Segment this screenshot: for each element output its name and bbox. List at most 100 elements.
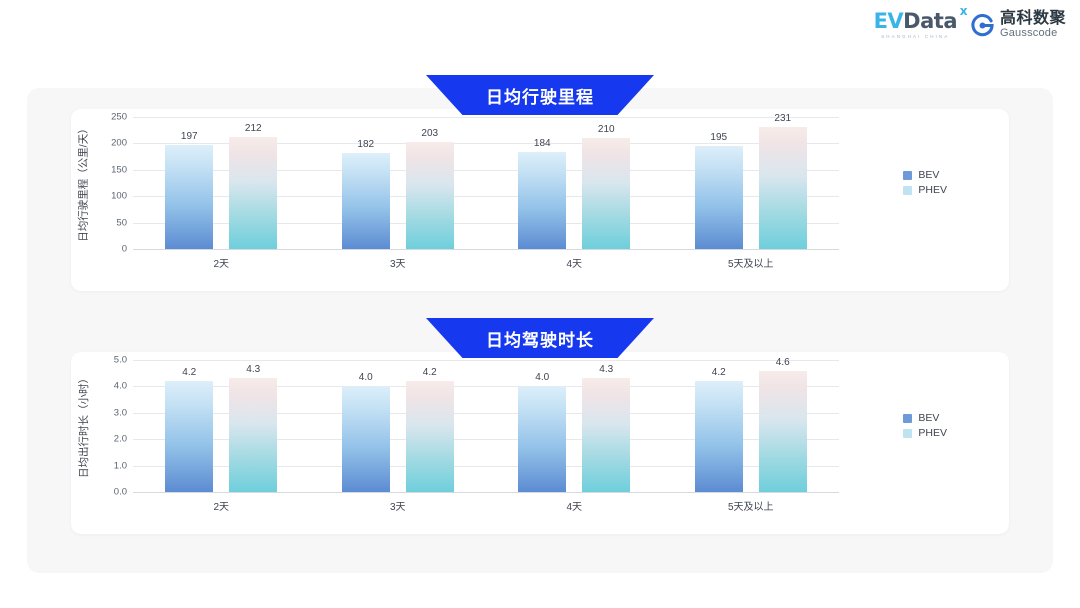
bar-value-label: 184 — [533, 137, 551, 149]
gridline — [133, 360, 839, 361]
legend-item-phev[interactable]: PHEV — [903, 184, 947, 196]
y-axis-tick-label: 0.0 — [113, 486, 127, 498]
x-axis-tick-label: 4天 — [566, 502, 583, 513]
bar-group: 184 210 — [486, 117, 663, 249]
bar-bev[interactable]: 197 — [165, 117, 214, 249]
y-axis-ticks: 0.0 1.0 2.0 3.0 4.0 5.0 — [93, 355, 131, 498]
bar-rect — [518, 386, 567, 492]
bar-rect — [518, 151, 567, 249]
bar-value-label: 203 — [421, 127, 439, 139]
chart-title-banner: 日均行驶里程 — [426, 75, 654, 115]
bar-group: 4.2 4.6 — [663, 357, 840, 492]
y-axis-tick-label: 250 — [111, 111, 127, 123]
bar-rect — [758, 127, 807, 249]
y-axis-label: 日均行驶里程（公里/天） — [75, 109, 91, 255]
chart-title-banner: 日均驾驶时长 — [426, 318, 654, 358]
legend-label: PHEV — [918, 184, 947, 196]
bar-bev[interactable]: 4.0 — [518, 360, 567, 492]
bar-value-label: 4.0 — [358, 372, 373, 384]
legend-item-bev[interactable]: BEV — [903, 169, 947, 181]
bar-bev[interactable]: 4.2 — [694, 360, 743, 492]
legend-swatch-icon — [903, 185, 913, 195]
bar-groups: 197 212 182 203 184 210 195 231 — [133, 113, 840, 249]
y-axis-label-text: 日均行驶里程（公里/天） — [77, 122, 90, 242]
bar-group: 4.0 4.3 — [486, 360, 663, 492]
bar-rect — [582, 378, 631, 492]
bar-phev[interactable]: 231 — [758, 113, 807, 249]
bar-chart-duration: 日均出行时长（小时） 0.0 1.0 2.0 3.0 4.0 5.0 4.2 4.3 4.0 4… — [71, 352, 1009, 534]
legend-item-bev[interactable]: BEV — [903, 412, 947, 424]
bar-phev[interactable]: 203 — [405, 117, 454, 249]
gridline — [133, 222, 839, 224]
bar-rect — [582, 138, 631, 249]
bar-phev[interactable]: 4.6 — [758, 357, 807, 492]
bar-value-label: 197 — [180, 130, 198, 142]
bar-value-label: 4.2 — [422, 367, 437, 379]
bar-rect — [405, 381, 454, 492]
bar-bev[interactable]: 195 — [694, 117, 743, 249]
x-axis-tick-label: 4天 — [566, 259, 583, 270]
bar-group: 4.0 4.2 — [310, 360, 487, 492]
y-axis-tick-label: 200 — [111, 137, 127, 149]
bar-value-label: 4.0 — [535, 372, 550, 384]
gridline — [133, 439, 839, 441]
bar-value-label: 4.3 — [246, 364, 261, 376]
bar-chart-mileage: 日均行驶里程（公里/天） 0 50 100 150 200 250 197 212 182 20… — [71, 109, 1009, 291]
y-axis-tick-label: 150 — [111, 164, 127, 176]
bar-phev[interactable]: 212 — [229, 117, 278, 249]
x-axis-tick-label: 5天及以上 — [727, 502, 774, 513]
bar-bev[interactable]: 184 — [518, 117, 567, 249]
gausscode-logo-text: 高科数聚 Gausscode — [999, 10, 1066, 39]
bar-phev[interactable]: 4.3 — [229, 360, 278, 492]
gausscode-mark-icon — [971, 13, 994, 36]
x-axis-tick-label: 3天 — [389, 502, 406, 513]
chart-title-banner-wrap: 日均行驶里程 — [27, 75, 1053, 115]
bar-value-label: 195 — [710, 132, 728, 144]
bar-phev[interactable]: 4.3 — [582, 360, 631, 492]
gridline — [133, 169, 839, 171]
gridline — [133, 249, 839, 250]
bar-rect — [229, 137, 278, 249]
y-axis-tick-label: 100 — [111, 190, 127, 202]
evdata-logo-suffix: Data — [903, 9, 957, 33]
gridline — [133, 465, 839, 467]
bar-rect — [165, 381, 214, 492]
y-axis-label: 日均出行时长（小时） — [75, 352, 91, 498]
bar-rect — [405, 141, 454, 249]
plot-area: 4.2 4.3 4.0 4.2 4.0 4.3 4.2 4.6 — [133, 357, 840, 493]
gridline — [133, 386, 839, 388]
gausscode-name-en: Gausscode — [999, 26, 1058, 39]
y-axis-label-text: 日均出行时长（小时） — [77, 372, 90, 478]
bar-rect — [165, 144, 214, 249]
bar-rect — [694, 146, 743, 249]
bar-phev[interactable]: 4.2 — [405, 360, 454, 492]
legend-label: BEV — [918, 169, 940, 181]
bar-group: 195 231 — [663, 113, 840, 249]
bar-rect — [341, 152, 390, 249]
bar-value-label: 4.3 — [599, 364, 614, 376]
evdata-logo-superscript: x — [959, 4, 968, 18]
bar-bev[interactable]: 4.2 — [165, 360, 214, 492]
evdata-logo-icon: EVData x — [873, 5, 968, 33]
y-axis-tick-label: 5.0 — [113, 354, 127, 366]
legend-swatch-icon — [903, 428, 913, 438]
bar-group: 197 212 — [133, 117, 310, 249]
bar-rect — [341, 386, 390, 492]
y-axis-tick-label: 1.0 — [113, 460, 127, 472]
bar-value-label: 231 — [774, 113, 792, 125]
bar-bev[interactable]: 4.0 — [341, 360, 390, 492]
evdata-logo-prefix: EV — [873, 9, 904, 33]
bar-group: 182 203 — [310, 117, 487, 249]
bar-rect — [758, 370, 807, 492]
x-axis-tick-label: 2天 — [213, 502, 230, 513]
page-header: EVData x SHANGHAI CHINA 高科数聚 Gausscode — [0, 0, 1080, 58]
bar-bev[interactable]: 182 — [341, 117, 390, 249]
legend-item-phev[interactable]: PHEV — [903, 427, 947, 439]
chart-card-duration: 日均出行时长（小时） 0.0 1.0 2.0 3.0 4.0 5.0 4.2 4.3 4.0 4… — [71, 352, 1009, 534]
y-axis-tick-label: 2.0 — [113, 433, 127, 445]
bar-value-label: 182 — [357, 138, 375, 150]
bar-phev[interactable]: 210 — [582, 117, 631, 249]
plot-area: 197 212 182 203 184 210 195 231 — [133, 113, 840, 250]
legend-swatch-icon — [903, 170, 913, 180]
legend-swatch-icon — [903, 413, 913, 423]
